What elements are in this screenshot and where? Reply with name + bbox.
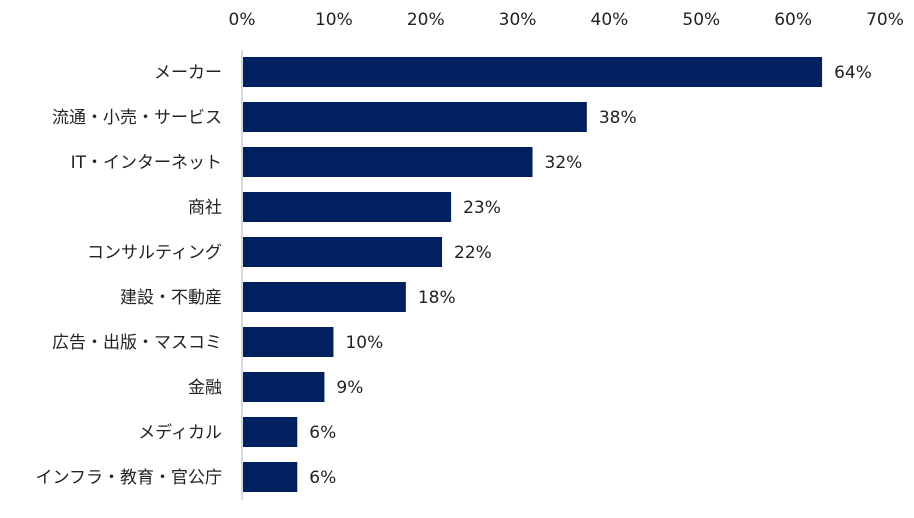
data-label: 38%	[599, 108, 637, 128]
x-tick-label: 30%	[499, 10, 537, 30]
category-label: メディカル	[138, 422, 222, 443]
x-tick-label: 70%	[866, 10, 904, 30]
bar	[243, 102, 587, 132]
category-label: メーカー	[154, 63, 222, 83]
data-label: 9%	[336, 378, 363, 398]
bar	[243, 147, 533, 177]
bar	[243, 57, 823, 87]
bar	[243, 282, 406, 312]
x-tick-label: 50%	[682, 10, 720, 30]
bar	[243, 462, 298, 492]
category-label: コンサルティング	[87, 243, 222, 263]
x-tick-label: 40%	[591, 10, 629, 30]
data-label: 64%	[834, 63, 872, 83]
category-label: 金融	[188, 378, 222, 398]
bar	[243, 417, 298, 447]
data-label: 10%	[345, 333, 383, 353]
data-label: 6%	[309, 423, 336, 443]
category-label: インフラ・教育・官公庁	[36, 468, 223, 488]
data-label: 32%	[545, 153, 583, 173]
bar	[243, 237, 443, 267]
category-label: 商社	[188, 198, 222, 218]
data-label: 18%	[418, 288, 456, 308]
category-label: 流通・小売・サービス	[52, 108, 222, 128]
category-label: IT・インターネット	[71, 153, 222, 173]
x-tick-label: 60%	[774, 10, 812, 30]
data-label: 23%	[463, 198, 501, 218]
bar	[243, 327, 334, 357]
data-label: 22%	[454, 243, 492, 263]
x-tick-label: 20%	[407, 10, 445, 30]
data-label: 6%	[309, 468, 336, 488]
bar	[243, 372, 325, 402]
x-tick-label: 0%	[229, 10, 256, 30]
bar	[243, 192, 452, 222]
category-label: 広告・出版・マスコミ	[52, 333, 222, 353]
category-label: 建設・不動産	[120, 288, 222, 308]
x-tick-label: 10%	[315, 10, 353, 30]
